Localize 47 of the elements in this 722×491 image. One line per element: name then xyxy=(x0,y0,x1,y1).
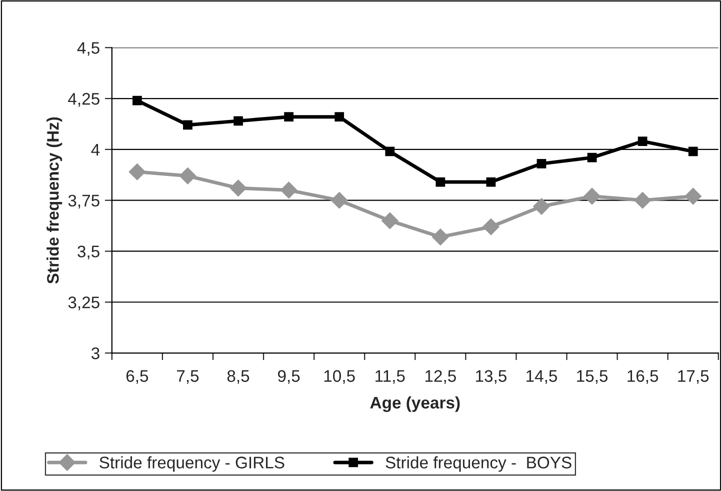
point xyxy=(436,177,446,187)
x-tick-label: 12,5 xyxy=(425,370,456,384)
point xyxy=(684,188,702,205)
point xyxy=(584,188,600,205)
x-tick-label: 14,5 xyxy=(526,370,558,384)
x-tick-label: 7,5 xyxy=(176,370,199,384)
point xyxy=(132,96,142,106)
y-tick-label: 4 xyxy=(91,144,100,156)
point xyxy=(334,112,344,122)
point xyxy=(482,218,500,236)
point xyxy=(432,228,449,246)
y-tick-label: 4,25 xyxy=(68,92,100,107)
point xyxy=(533,198,550,215)
y-axis-title: Stride frequency (Hz) xyxy=(46,117,62,284)
y-tick-label: 3,5 xyxy=(78,246,100,260)
x-tick-label: 15,5 xyxy=(577,370,608,384)
x-tick-label: 11,5 xyxy=(376,370,405,384)
point xyxy=(284,112,294,122)
point xyxy=(634,192,651,209)
point xyxy=(587,152,597,162)
x-tick-label: 17,5 xyxy=(678,370,709,384)
y-tick-label: 3,75 xyxy=(68,194,100,208)
x-tick-label: 6,5 xyxy=(126,370,148,384)
point xyxy=(486,177,496,187)
x-tick-label: 8,5 xyxy=(227,370,250,384)
x-tick-label: 16,5 xyxy=(628,370,658,384)
x-tick-label: 10,5 xyxy=(324,370,355,384)
y-tick-label: 3 xyxy=(91,347,100,360)
point xyxy=(385,146,395,156)
point xyxy=(230,180,247,196)
point xyxy=(179,168,196,184)
point xyxy=(330,192,348,209)
point xyxy=(688,146,698,156)
x-tick-label: 9,5 xyxy=(278,370,300,384)
x-axis-title: Age (years) xyxy=(370,396,460,412)
point xyxy=(234,116,243,126)
point xyxy=(536,158,546,168)
point xyxy=(382,212,398,230)
point xyxy=(638,136,648,146)
x-tick-label: 13,5 xyxy=(476,370,506,384)
legend-label: Stride frequency - GIRLS xyxy=(100,456,284,472)
legend-label: Stride frequency - BOYS xyxy=(386,456,572,472)
point xyxy=(280,182,298,199)
y-tick-label: 3,25 xyxy=(68,296,100,310)
y-tick-label: 4,5 xyxy=(77,42,100,56)
point xyxy=(128,163,146,180)
point xyxy=(183,120,192,130)
